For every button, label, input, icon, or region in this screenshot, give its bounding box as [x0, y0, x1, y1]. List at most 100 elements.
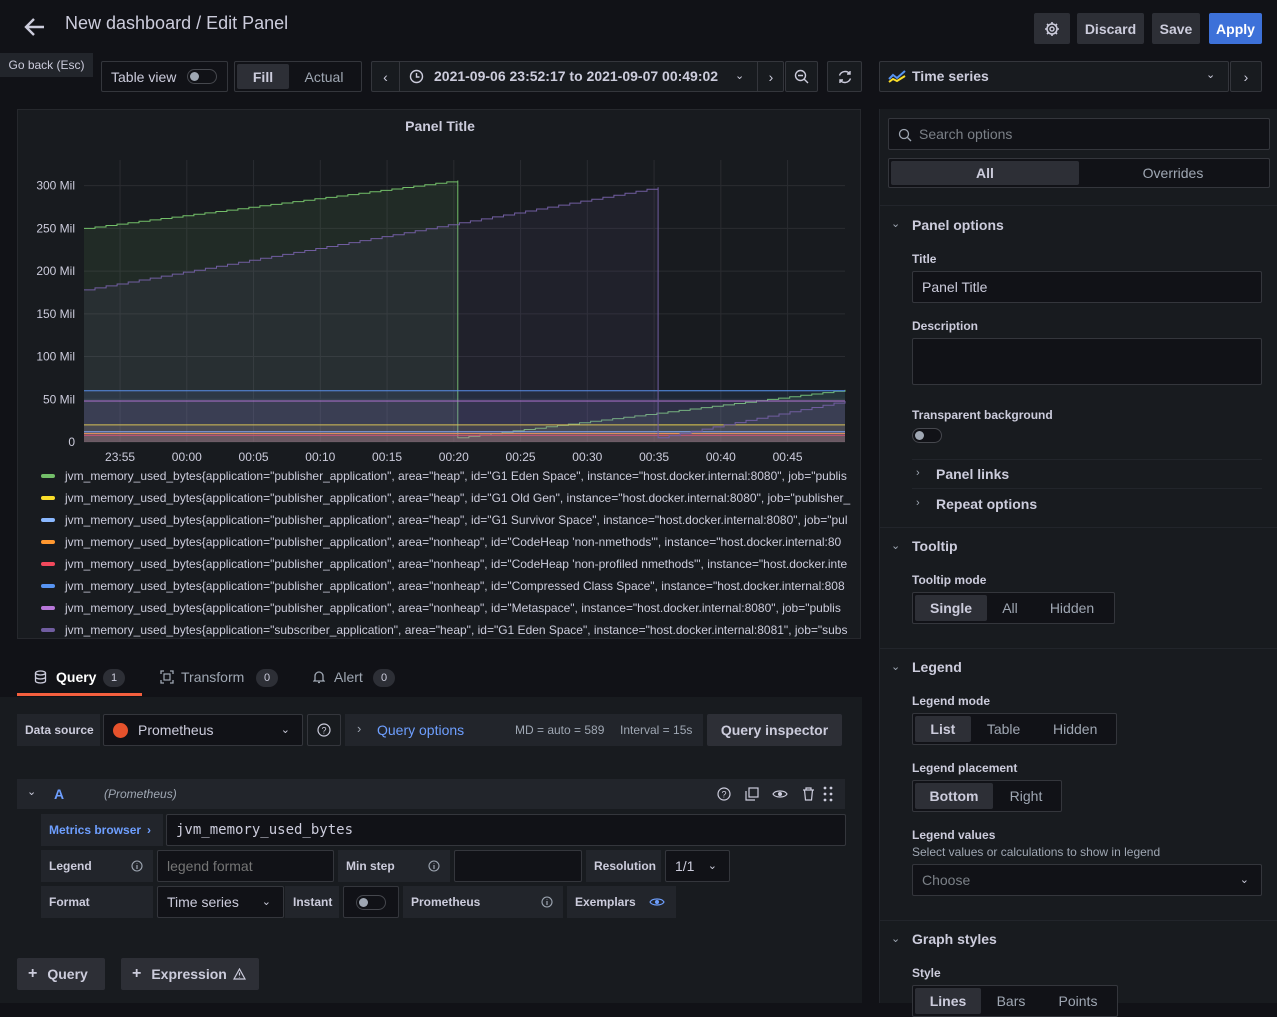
back-arrow-icon[interactable]	[22, 14, 48, 40]
query-options-bar[interactable]: › Query options MD = auto = 589 Interval…	[345, 714, 703, 746]
promql-editor[interactable]: jvm_memory_used_bytes	[166, 814, 846, 846]
style-points[interactable]: Points	[1058, 993, 1098, 1009]
legend-mode-hidden[interactable]: Hidden	[1053, 721, 1098, 737]
add-expression-button[interactable]: + Expression	[121, 958, 259, 990]
metrics-browser-label: Metrics browser	[49, 823, 142, 837]
legend-mode-table[interactable]: Table	[986, 721, 1021, 737]
series-area	[84, 180, 845, 442]
x-tick-label: 00:05	[239, 450, 269, 464]
min-step-input[interactable]	[454, 850, 582, 882]
graph-styles-heading[interactable]: Graph styles	[912, 931, 997, 947]
legend-item[interactable]: jvm_memory_used_bytes{application="subsc…	[41, 623, 847, 637]
style-lines[interactable]: Lines	[915, 988, 981, 1014]
search-options-input[interactable]: Search options	[888, 118, 1270, 150]
legend-format-input[interactable]	[157, 850, 334, 882]
query-ref-id[interactable]: A	[54, 786, 65, 802]
query-collapse-chevron-icon[interactable]: ⌄	[27, 786, 37, 798]
legend-color-swatch	[41, 496, 55, 500]
legend-mode-list[interactable]: List	[915, 716, 971, 742]
min-step-label-text: Min step	[346, 859, 395, 873]
metrics-browser-chevron-icon: ›	[147, 823, 152, 837]
query-interval-value: Interval = 15s	[620, 723, 693, 737]
tooltip-heading[interactable]: Tooltip	[912, 538, 958, 554]
legend-item[interactable]: jvm_memory_used_bytes{application="publi…	[41, 579, 845, 593]
legend-color-swatch	[41, 628, 55, 632]
save-button[interactable]: Save	[1152, 13, 1200, 44]
duplicate-icon[interactable]	[745, 787, 759, 801]
datasource-select[interactable]: Prometheus ⌄	[103, 714, 303, 746]
prometheus-icon	[113, 722, 128, 738]
table-view-toggle-group: Table view	[101, 61, 228, 92]
panel-options-chevron-icon[interactable]: ⌄	[891, 218, 901, 230]
panel-links-chevron-icon[interactable]: ›	[916, 467, 920, 479]
legend-item-label: jvm_memory_used_bytes{application="publi…	[65, 579, 845, 593]
info-icon	[428, 860, 440, 872]
repeat-options-heading[interactable]: Repeat options	[936, 496, 1038, 512]
resolution-select[interactable]: 1/1 ⌄	[665, 850, 730, 882]
time-back-chevron-icon[interactable]: ‹	[372, 62, 400, 91]
options-tab-overrides[interactable]: Overrides	[1142, 165, 1204, 181]
visualization-picker[interactable]: Time series ⌄	[879, 61, 1229, 92]
time-series-chart[interactable]: 300 Mil 250 Mil 200 Mil 150 Mil 100 Mil 50 Mi…	[18, 140, 861, 470]
resolution-chevron-down-icon: ⌄	[707, 860, 717, 872]
add-query-button[interactable]: + Query	[17, 958, 105, 990]
tooltip-mode-single[interactable]: Single	[915, 595, 987, 621]
tab-alert[interactable]: Alert 0	[311, 660, 411, 696]
legend-chevron-icon[interactable]: ⌄	[891, 661, 901, 673]
table-view-toggle[interactable]	[187, 69, 217, 84]
style-bars[interactable]: Bars	[996, 993, 1026, 1009]
discard-button[interactable]: Discard	[1077, 13, 1144, 44]
legend-item[interactable]: jvm_memory_used_bytes{application="publi…	[41, 491, 850, 505]
tooltip-mode-label: Tooltip mode	[912, 573, 987, 587]
eye-icon[interactable]	[772, 787, 788, 801]
help-icon[interactable]: ?	[717, 787, 731, 801]
tab-query[interactable]: Query 1	[17, 660, 142, 696]
time-range-text[interactable]: 2021-09-06 23:52:17 to 2021-09-07 00:49:…	[434, 68, 719, 84]
resolution-value: 1/1	[675, 858, 695, 874]
legend-heading[interactable]: Legend	[912, 659, 962, 675]
y-tick-label: 200 Mil	[36, 264, 75, 278]
graph-styles-chevron-icon[interactable]: ⌄	[891, 933, 901, 945]
description-textarea[interactable]	[912, 338, 1262, 385]
tooltip-mode-hidden[interactable]: Hidden	[1049, 600, 1095, 616]
query-inspector-button[interactable]: Query inspector	[707, 714, 842, 746]
legend-item[interactable]: jvm_memory_used_bytes{application="publi…	[41, 513, 847, 527]
datasource-help-button[interactable]: ?	[307, 714, 341, 746]
apply-button[interactable]: Apply	[1209, 13, 1262, 44]
tooltip-mode-all[interactable]: All	[1002, 600, 1018, 616]
format-select[interactable]: Time series ⌄	[157, 886, 284, 918]
legend-item[interactable]: jvm_memory_used_bytes{application="publi…	[41, 557, 847, 571]
options-tab-all[interactable]: All	[891, 161, 1079, 185]
legend-placement-bottom[interactable]: Bottom	[915, 783, 993, 809]
transparent-background-toggle[interactable]	[912, 428, 942, 443]
legend-item[interactable]: jvm_memory_used_bytes{application="publi…	[41, 535, 841, 549]
legend-item[interactable]: jvm_memory_used_bytes{application="publi…	[41, 469, 847, 483]
legend-placement-right[interactable]: Right	[1009, 788, 1043, 804]
legend-mode-label: Legend mode	[912, 694, 991, 708]
panel-links-heading[interactable]: Panel links	[936, 466, 1010, 482]
panel-options-heading[interactable]: Panel options	[912, 217, 1004, 233]
panel-title-input[interactable]: Panel Title	[912, 271, 1262, 303]
tab-transform[interactable]: Transform 0	[158, 660, 283, 696]
repeat-options-chevron-icon[interactable]: ›	[916, 497, 920, 509]
zoom-out-button[interactable]	[785, 61, 818, 92]
collapse-options-button[interactable]: ›	[1230, 61, 1262, 92]
settings-gear-button[interactable]	[1034, 13, 1070, 44]
instant-toggle[interactable]	[356, 895, 386, 910]
tooltip-chevron-icon[interactable]: ⌄	[891, 540, 901, 552]
actual-option[interactable]: Actual	[304, 68, 344, 85]
eye-icon[interactable]	[649, 895, 665, 909]
time-forward-chevron-icon[interactable]: ›	[757, 62, 784, 91]
fill-option[interactable]: Fill	[237, 64, 289, 89]
info-icon	[131, 860, 143, 872]
trash-icon[interactable]	[802, 787, 815, 801]
legend-item[interactable]: jvm_memory_used_bytes{application="publi…	[41, 601, 841, 615]
refresh-button[interactable]	[827, 61, 862, 92]
drag-handle-icon[interactable]	[823, 786, 833, 802]
tab-query-label: Query	[56, 669, 97, 685]
legend-values-select[interactable]: Choose ⌄	[912, 864, 1262, 896]
metrics-browser-button[interactable]: Metrics browser ›	[41, 814, 163, 846]
time-range-chevron-down-icon[interactable]: ⌄	[735, 70, 745, 82]
transparent-background-label: Transparent background	[912, 408, 1053, 422]
viz-chevron-down-icon: ⌄	[1206, 69, 1216, 81]
